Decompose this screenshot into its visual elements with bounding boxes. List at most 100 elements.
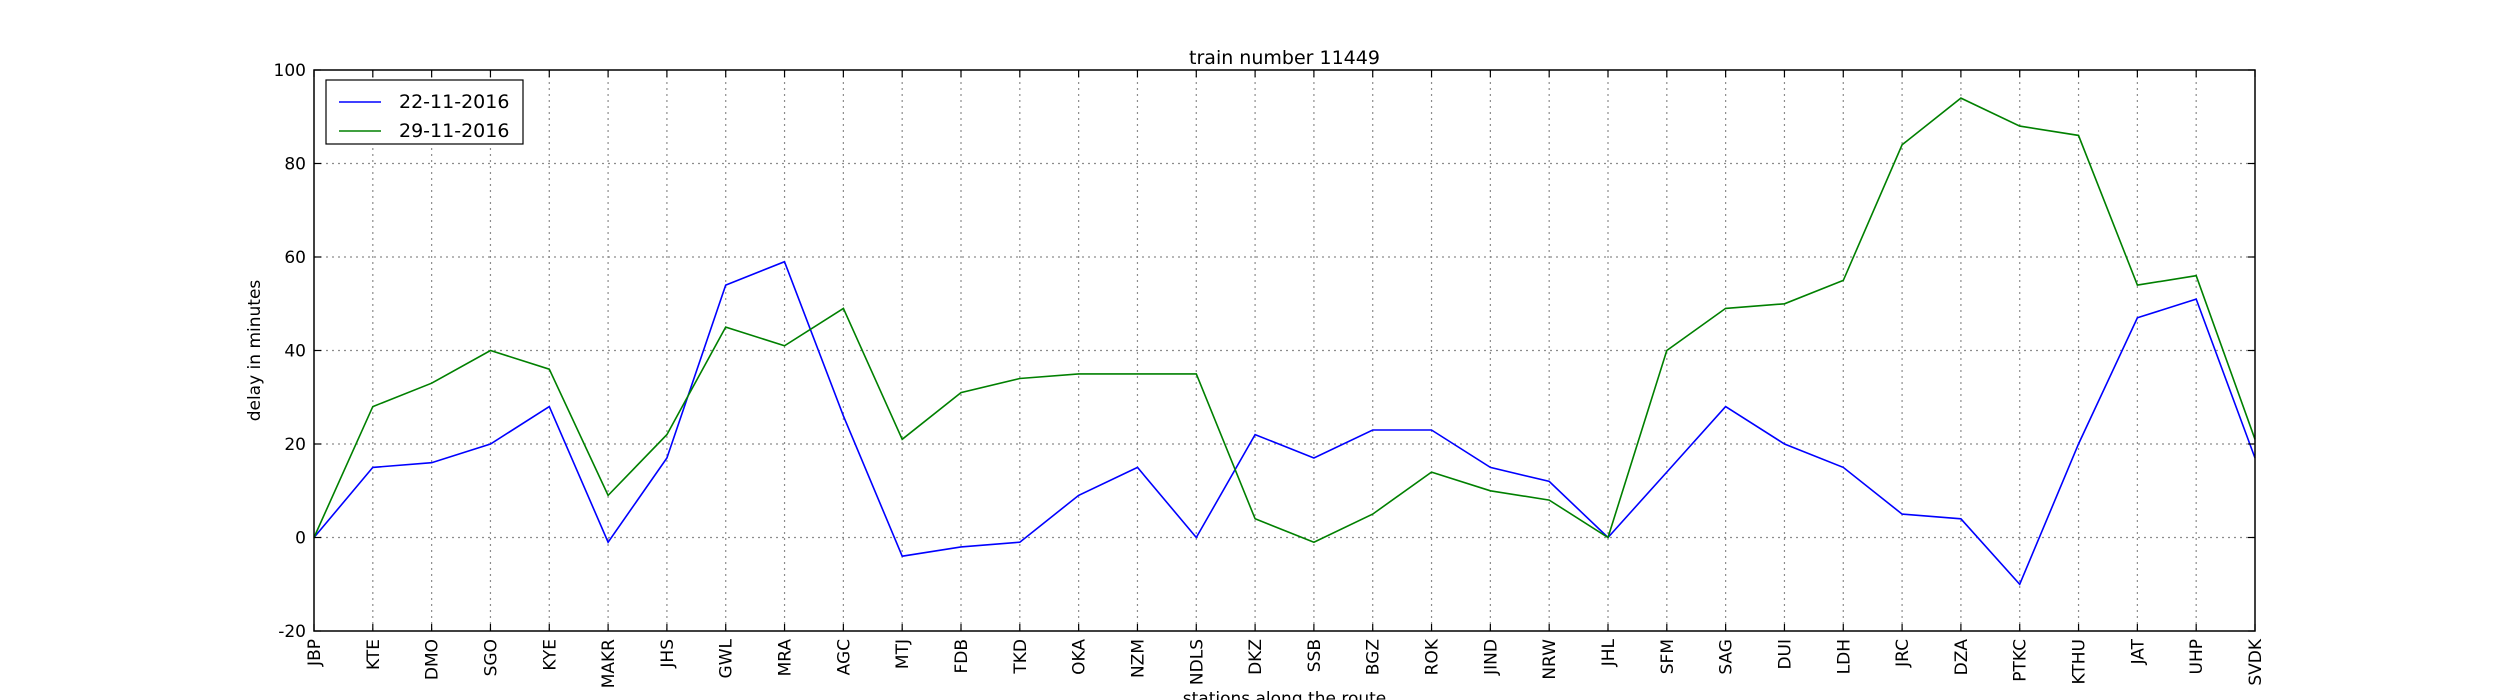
data-point [1312, 456, 1316, 460]
x-tick-label: JHL [1599, 638, 1619, 667]
y-tick-label: 0 [295, 529, 306, 549]
data-point [724, 283, 728, 287]
x-tick-label: SVDK [2246, 638, 2266, 686]
data-point [488, 349, 492, 353]
x-tick-label: MRA [776, 639, 796, 677]
legend: 22-11-2016 29-11-2016 [325, 79, 524, 145]
data-point [1841, 278, 1845, 282]
legend-box [325, 79, 524, 145]
data-point [1841, 465, 1845, 469]
data-point [841, 306, 845, 310]
data-point [900, 437, 904, 441]
data-point [1724, 405, 1728, 409]
y-tick-label: 60 [284, 248, 306, 268]
data-point [430, 461, 434, 465]
y-tick-label: -20 [278, 622, 306, 642]
x-tick-label: JAT [2128, 638, 2148, 665]
x-tick-label: DUI [1775, 639, 1795, 670]
data-point [1488, 489, 1492, 493]
y-tick-label: 80 [284, 155, 306, 175]
x-tick-label: PTKC [2011, 639, 2031, 682]
y-tick-label: 40 [284, 342, 306, 362]
data-point [1959, 517, 1963, 521]
data-point [724, 325, 728, 329]
data-point [2077, 442, 2081, 446]
data-point [1724, 306, 1728, 310]
data-point [2077, 133, 2081, 137]
data-point [1665, 470, 1669, 474]
data-point [665, 433, 669, 437]
data-point [900, 554, 904, 558]
x-tick-label: ROK [1423, 638, 1443, 675]
data-point [1018, 540, 1022, 544]
data-point [1488, 465, 1492, 469]
data-point [547, 367, 551, 371]
x-tick-label: JRC [1893, 639, 1913, 668]
data-point [1782, 442, 1786, 446]
x-axis-ticks: JBP KTE DMO SGO KYE MAKR JHS GWL MRA AGC MTJ FDB TKD… [305, 70, 2266, 688]
x-tick-label: SGO [481, 639, 501, 676]
x-tick-label: SFM [1658, 639, 1678, 674]
legend-label: 22-11-2016 [399, 91, 509, 113]
data-point [1077, 372, 1081, 376]
x-tick-label: KYE [540, 639, 560, 671]
series-lines [313, 96, 2256, 586]
x-tick-label: TKD [1011, 639, 1031, 675]
data-point [1782, 302, 1786, 306]
data-point [665, 456, 669, 460]
data-point [606, 493, 610, 497]
data-point [841, 414, 845, 418]
data-point [1900, 512, 1904, 516]
x-tick-label: JBP [305, 639, 325, 667]
x-tick-label: GWL [717, 638, 737, 678]
x-tick-label: NZM [1128, 639, 1148, 678]
legend-label: 29-11-2016 [399, 120, 509, 142]
data-point [430, 381, 434, 385]
data-point [1018, 377, 1022, 381]
data-point [1371, 428, 1375, 432]
y-axis-label: delay in minutes [245, 280, 265, 422]
data-point [1194, 536, 1198, 540]
x-tick-label: BGZ [1364, 639, 1384, 675]
data-point [1959, 96, 1963, 100]
x-tick-label: KTHU [2070, 639, 2090, 684]
data-point [959, 391, 963, 395]
x-tick-label: SAG [1717, 639, 1737, 675]
data-point [1253, 433, 1257, 437]
data-point [1077, 493, 1081, 497]
data-point [2135, 283, 2139, 287]
x-tick-label: MAKR [599, 639, 619, 688]
data-point [371, 405, 375, 409]
data-point [1547, 498, 1551, 502]
x-tick-label: UHP [2187, 639, 2207, 674]
data-point [1547, 479, 1551, 483]
data-point [2018, 582, 2022, 586]
x-tick-label: AGC [834, 639, 854, 675]
y-tick-label: 100 [274, 61, 306, 81]
data-point [2018, 124, 2022, 128]
data-point [547, 405, 551, 409]
data-point [959, 545, 963, 549]
data-point [1253, 517, 1257, 521]
data-point [1430, 428, 1434, 432]
data-point [1194, 372, 1198, 376]
x-tick-label: FDB [952, 639, 972, 674]
series-line-2 [313, 97, 2256, 544]
x-tick-label: OKA [1070, 639, 1090, 675]
data-point [1312, 540, 1316, 544]
data-point [783, 344, 787, 348]
data-point [1606, 536, 1610, 540]
y-axis-ticks: -20 0 20 40 60 80 100 [274, 61, 2255, 642]
x-tick-label: KTE [364, 639, 384, 670]
x-tick-label: LDH [1834, 639, 1854, 674]
data-point [2135, 316, 2139, 320]
data-point [1135, 465, 1139, 469]
data-point [606, 540, 610, 544]
x-tick-label: JIND [1481, 639, 1501, 676]
x-tick-label: JHS [658, 639, 678, 669]
data-point [1665, 349, 1669, 353]
x-tick-label: NRW [1540, 639, 1560, 680]
y-tick-label: 20 [284, 435, 306, 455]
x-tick-label: DZA [1952, 639, 1972, 676]
